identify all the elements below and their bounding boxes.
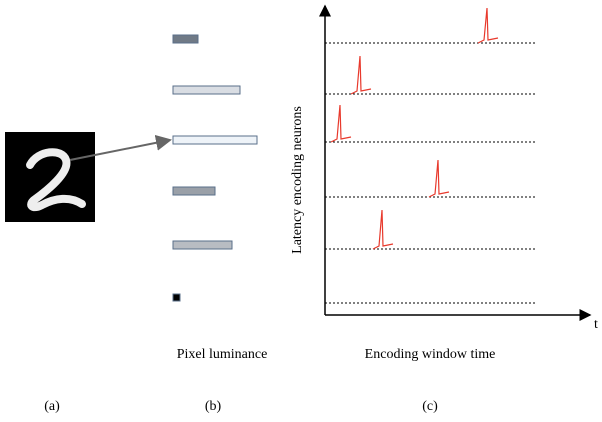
caption: (c) [422,399,438,414]
neuron-lines [325,43,537,303]
caption: (a) [44,399,60,414]
spikes [331,8,498,249]
x-axis-label: Encoding window time [365,347,496,362]
axis-end-label: t [594,317,598,332]
y-axis-label: Latency encoding neurons [290,106,305,254]
b-label: Pixel luminance [177,347,268,362]
figure: t Latency encoding neurons Pixel luminan… [0,0,602,422]
caption: (b) [205,399,222,414]
luminance-bars [173,35,257,301]
digit-image [5,132,95,222]
